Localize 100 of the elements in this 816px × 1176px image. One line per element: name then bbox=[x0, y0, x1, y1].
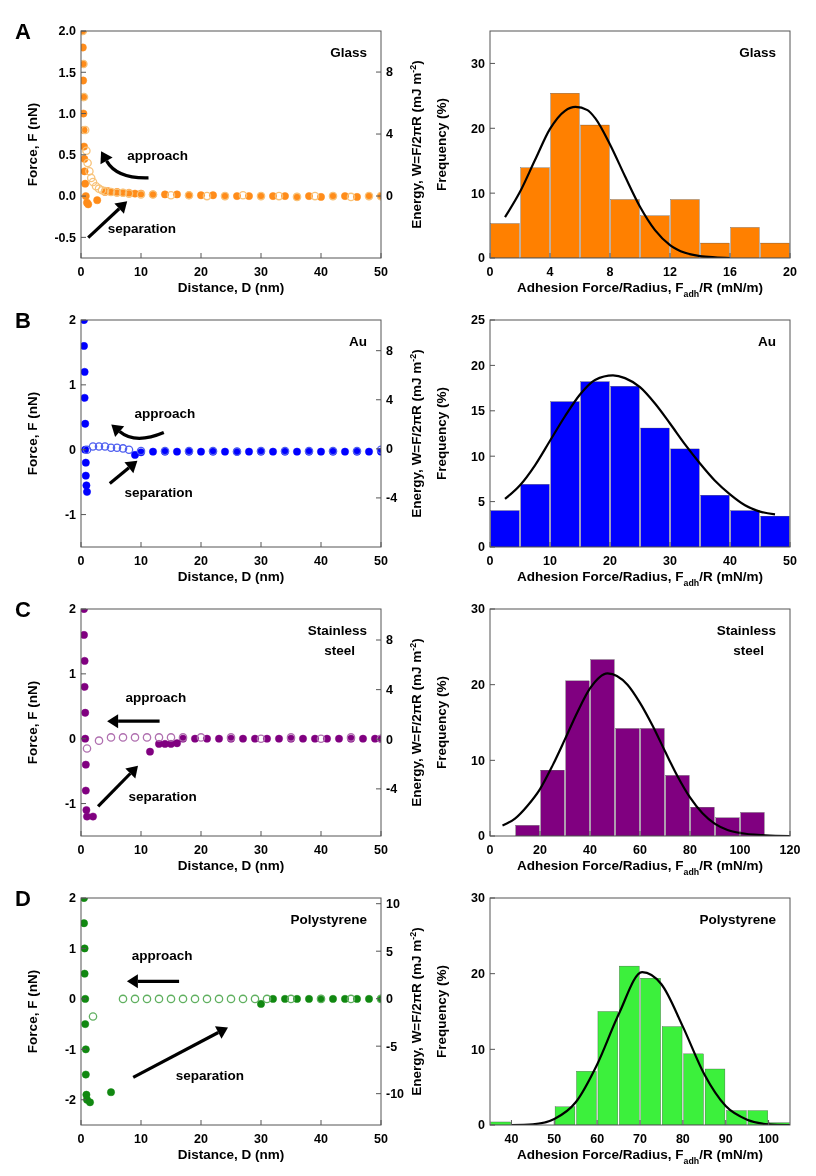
x-tick-label: 30 bbox=[254, 1132, 268, 1146]
x-tick-label: 40 bbox=[723, 554, 737, 568]
x-tick-label: 20 bbox=[194, 843, 208, 857]
y-tick-label: 0 bbox=[69, 732, 77, 747]
y-tick-label: -2 bbox=[64, 1093, 77, 1108]
y2-tick-label: 0 bbox=[386, 442, 393, 457]
y-tick-label: 30 bbox=[471, 891, 486, 906]
y-axis-title: Frequency (%) bbox=[434, 964, 449, 1059]
y2-tick-label: 0 bbox=[386, 189, 393, 204]
y2-tick-label: 8 bbox=[386, 65, 393, 80]
x-tick-label: 80 bbox=[683, 843, 697, 857]
y2-tick-label: 0 bbox=[386, 992, 393, 1007]
x-tick-label: 8 bbox=[606, 265, 614, 279]
annotation: approach bbox=[125, 690, 187, 706]
x-tick-label: 20 bbox=[603, 554, 617, 568]
y2-tick-label: 8 bbox=[386, 344, 393, 359]
y-axis-title: Frequency (%) bbox=[434, 97, 449, 192]
y-tick-label: -0.5 bbox=[54, 230, 77, 245]
x-tick-label: 30 bbox=[254, 265, 268, 279]
y-axis-title: Force, F (nN) bbox=[25, 391, 40, 476]
x-tick-label: 60 bbox=[633, 843, 647, 857]
x-tick-label: 50 bbox=[783, 554, 797, 568]
chart-title: B bbox=[15, 308, 31, 333]
y-tick-label: 0 bbox=[69, 443, 77, 458]
y2-tick-label: 4 bbox=[386, 683, 393, 697]
y-tick-label: 20 bbox=[471, 358, 486, 373]
y-tick-label: 0.0 bbox=[58, 189, 77, 204]
annotation: separation bbox=[107, 221, 176, 237]
y-axis-title: Force, F (nN) bbox=[25, 680, 40, 765]
x-axis-title: Adhesion Force/Radius, F$_{adh}$/R (mN/m) bbox=[517, 569, 763, 588]
x-tick-label: 50 bbox=[374, 265, 388, 279]
x-tick-label: 50 bbox=[374, 554, 388, 568]
x-tick-label: 16 bbox=[723, 265, 737, 279]
y2-tick-label: -4 bbox=[386, 491, 398, 506]
x-tick-label: 30 bbox=[254, 554, 268, 568]
x-tick-label: 40 bbox=[314, 843, 328, 857]
y2-tick-label: -4 bbox=[386, 782, 398, 797]
y-tick-label: 1 bbox=[69, 378, 77, 393]
y-tick-label: 2.0 bbox=[58, 24, 77, 39]
x-tick-label: 40 bbox=[583, 843, 597, 857]
annotation: approach bbox=[127, 148, 188, 164]
y-axis-title: Force, F (nN) bbox=[25, 969, 40, 1054]
y2-tick-label: 4 bbox=[386, 393, 393, 408]
y-tick-label: 10 bbox=[471, 1042, 486, 1057]
annotation: approach bbox=[134, 405, 196, 421]
x-axis-title: Adhesion Force/Radius, F$_{adh}$/R (mN/m) bbox=[517, 1147, 763, 1166]
x-tick-label: 10 bbox=[543, 554, 557, 568]
x-tick-label: 20 bbox=[194, 554, 208, 568]
y-tick-label: 10 bbox=[471, 753, 486, 768]
x-tick-label: 70 bbox=[633, 1132, 647, 1146]
y-tick-label: 1.0 bbox=[58, 106, 77, 121]
y-axis-title: Frequency (%) bbox=[434, 675, 449, 770]
y-tick-label: 0.5 bbox=[58, 148, 77, 163]
x-tick-label: 30 bbox=[663, 554, 677, 568]
y-tick-label: 20 bbox=[471, 678, 486, 693]
y-tick-label: 25 bbox=[471, 313, 486, 328]
x-axis-title: Distance, D (nm) bbox=[177, 280, 285, 295]
y-tick-label: 0 bbox=[478, 540, 486, 555]
y-axis-title: Force, F (nN) bbox=[25, 102, 40, 187]
y-tick-label: 10 bbox=[471, 186, 486, 201]
y-tick-label: 1.5 bbox=[58, 65, 77, 80]
chart-title: A bbox=[15, 19, 31, 44]
y-tick-label: -1 bbox=[64, 1042, 77, 1057]
y-tick-label: 1 bbox=[69, 941, 77, 956]
y-tick-label: 5 bbox=[478, 494, 486, 509]
y-axis-title: Frequency (%) bbox=[434, 386, 449, 481]
y-tick-label: 20 bbox=[471, 121, 486, 136]
x-tick-label: 10 bbox=[134, 1132, 148, 1146]
y-tick-label: 30 bbox=[471, 56, 486, 71]
x-tick-label: 20 bbox=[194, 1132, 208, 1146]
y-tick-label: 0 bbox=[69, 992, 77, 1007]
x-tick-label: 40 bbox=[504, 1132, 519, 1146]
x-tick-label: 50 bbox=[374, 843, 388, 857]
annotation: Polystyrene bbox=[699, 912, 777, 927]
annotation: separation bbox=[128, 788, 197, 804]
x-tick-label: 20 bbox=[194, 265, 208, 279]
annotation: Stainless steel bbox=[716, 623, 776, 658]
x-tick-label: 20 bbox=[533, 843, 547, 857]
x-tick-label: 80 bbox=[675, 1132, 690, 1146]
y-tick-label: 2 bbox=[69, 602, 77, 617]
x-tick-label: 40 bbox=[314, 1132, 328, 1146]
y-tick-label: -1 bbox=[64, 507, 77, 522]
x-axis-title: Distance, D (nm) bbox=[177, 569, 285, 584]
y-tick-label: -1 bbox=[64, 796, 77, 811]
x-tick-label: 50 bbox=[547, 1132, 562, 1146]
annotation: Au bbox=[758, 334, 776, 349]
y-tick-label: 30 bbox=[471, 602, 486, 617]
annotation: Polystyrene bbox=[290, 912, 368, 927]
x-tick-label: 50 bbox=[374, 1132, 388, 1146]
x-axis-title: Distance, D (nm) bbox=[177, 1147, 285, 1162]
y-tick-label: 0 bbox=[478, 1118, 486, 1133]
annotation: separation bbox=[124, 485, 193, 501]
y2-tick-label: -5 bbox=[386, 1039, 398, 1054]
x-tick-label: 60 bbox=[590, 1132, 605, 1146]
y-tick-label: 10 bbox=[471, 449, 486, 464]
x-tick-label: 10 bbox=[134, 554, 148, 568]
y2-tick-label: 4 bbox=[386, 127, 393, 142]
x-tick-label: 90 bbox=[718, 1132, 733, 1146]
y-tick-label: 20 bbox=[471, 967, 486, 982]
x-tick-label: 10 bbox=[134, 265, 148, 279]
